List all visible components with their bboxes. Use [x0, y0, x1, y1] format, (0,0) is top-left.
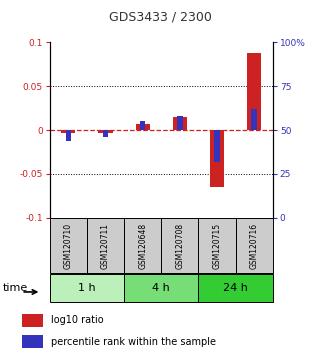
Text: GSM120708: GSM120708: [175, 223, 184, 269]
Text: time: time: [3, 283, 29, 293]
FancyBboxPatch shape: [124, 218, 161, 273]
Bar: [177, 116, 183, 130]
Text: GSM120716: GSM120716: [250, 223, 259, 269]
Bar: [22, 336, 43, 348]
Bar: [210, 130, 224, 187]
Text: GSM120710: GSM120710: [64, 223, 73, 269]
Bar: [136, 124, 150, 130]
FancyBboxPatch shape: [161, 218, 198, 273]
FancyBboxPatch shape: [236, 218, 273, 273]
Bar: [140, 121, 145, 130]
FancyBboxPatch shape: [198, 218, 236, 273]
Bar: [173, 117, 187, 130]
Text: log10 ratio: log10 ratio: [51, 315, 104, 325]
Text: GSM120715: GSM120715: [213, 223, 221, 269]
Text: 1 h: 1 h: [78, 283, 96, 293]
Bar: [103, 130, 108, 137]
Text: 4 h: 4 h: [152, 283, 170, 293]
Bar: [99, 130, 113, 133]
Bar: [247, 53, 261, 130]
Bar: [22, 314, 43, 326]
Text: GSM120648: GSM120648: [138, 223, 147, 269]
Text: GDS3433 / 2300: GDS3433 / 2300: [109, 11, 212, 24]
Bar: [65, 130, 71, 141]
FancyBboxPatch shape: [50, 274, 124, 302]
Text: percentile rank within the sample: percentile rank within the sample: [51, 337, 216, 347]
Text: GSM120711: GSM120711: [101, 223, 110, 269]
FancyBboxPatch shape: [87, 218, 124, 273]
Text: 24 h: 24 h: [223, 283, 248, 293]
FancyBboxPatch shape: [50, 218, 87, 273]
Bar: [214, 130, 220, 162]
Bar: [251, 109, 257, 130]
FancyBboxPatch shape: [198, 274, 273, 302]
Bar: [61, 130, 75, 133]
FancyBboxPatch shape: [124, 274, 198, 302]
